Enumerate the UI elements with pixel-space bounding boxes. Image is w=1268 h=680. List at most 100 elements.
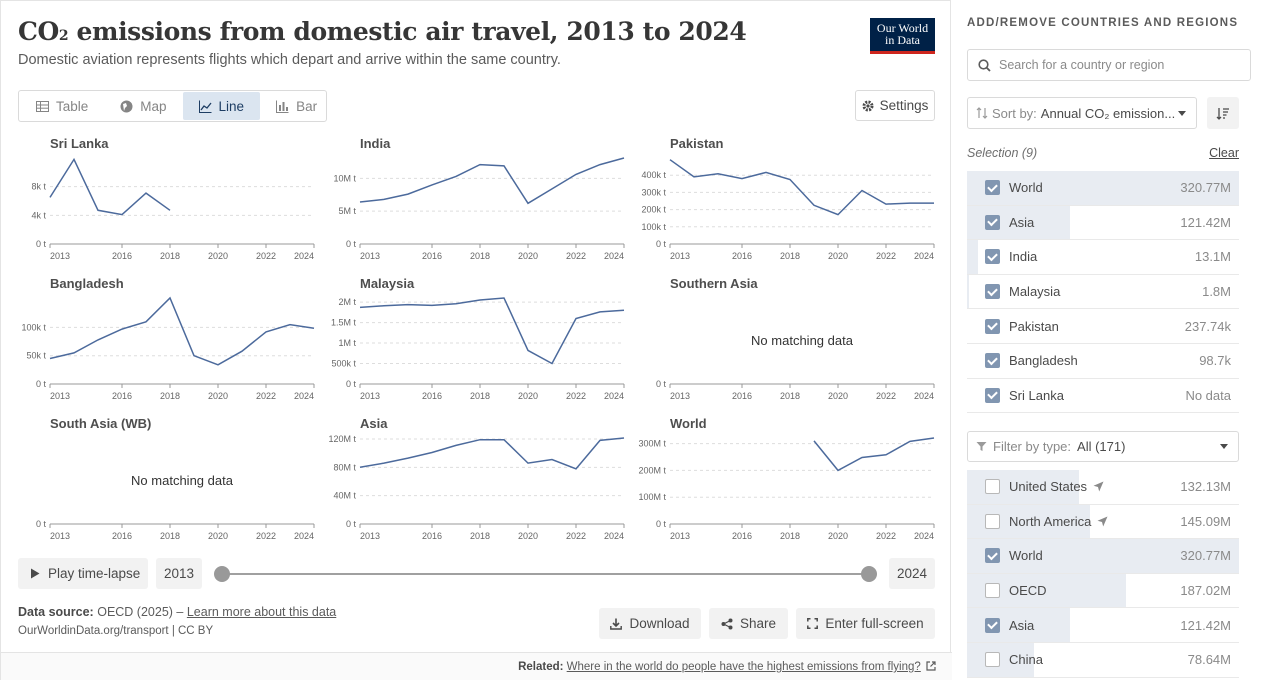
learn-more-link[interactable]: Learn more about this data <box>186 605 337 619</box>
sort-order-button[interactable] <box>1207 97 1239 129</box>
chart-title: CO2 emissions from domestic air travel, … <box>18 17 747 46</box>
entity-checkbox[interactable] <box>985 652 1000 668</box>
x-tick-label: 2022 <box>256 391 276 401</box>
entity-checkbox[interactable] <box>985 249 1000 265</box>
y-tick-label: 300k t <box>641 187 666 197</box>
panel-title: Pakistan <box>670 136 724 151</box>
panel-title: Malaysia <box>360 276 415 291</box>
entity-row[interactable]: Malaysia 1.8M <box>967 274 1239 310</box>
entity-name: Malaysia <box>1009 284 1061 300</box>
entity-checkbox[interactable] <box>985 353 1000 369</box>
entity-row[interactable]: Pakistan 237.74k <box>967 309 1239 344</box>
x-tick-label: 2018 <box>160 531 180 541</box>
tab-map[interactable]: Map <box>104 92 182 120</box>
sidebar-heading: ADD/REMOVE COUNTRIES AND REGIONS <box>967 17 1239 29</box>
sort-select[interactable]: Sort by: Annual CO₂ emission... <box>967 97 1197 129</box>
entity-name: Asia <box>1009 617 1035 633</box>
entity-name: Sri Lanka <box>1009 387 1064 403</box>
filter-type-select[interactable]: Filter by type: All (171) <box>967 431 1239 462</box>
entity-row[interactable]: China 78.64M <box>967 642 1239 678</box>
share-button[interactable]: Share <box>709 608 788 639</box>
y-tick-label: 8k t <box>31 182 46 192</box>
entity-checkbox[interactable] <box>985 214 1000 230</box>
entity-value: 121.42M <box>1180 617 1231 633</box>
entity-value: 98.7k <box>1199 353 1231 369</box>
tab-line[interactable]: Line <box>182 92 261 120</box>
x-tick-label: 2016 <box>112 391 132 401</box>
x-tick-label: 2020 <box>828 391 848 401</box>
x-tick-label: 2022 <box>876 531 896 541</box>
chart-frame: CO2 emissions from domestic air travel, … <box>0 0 952 680</box>
timeline-slider-track[interactable] <box>222 573 868 575</box>
play-timelapse-button[interactable]: Play time-lapse <box>18 558 148 589</box>
chart-panel: 0 t 500k t 1M t 1.5M t 2M t 2013 2016 2018 2020 2… <box>331 297 625 401</box>
entity-checkbox[interactable] <box>985 387 1000 403</box>
entity-name: Pakistan <box>1009 318 1059 334</box>
entity-row[interactable]: Sri Lanka No data <box>967 379 1239 414</box>
timeline-start-handle[interactable] <box>214 566 230 582</box>
entity-checkbox[interactable] <box>985 617 1000 633</box>
value-bar <box>967 642 1034 677</box>
search-input[interactable]: Search for a country or region <box>967 49 1251 81</box>
series-line <box>359 157 625 205</box>
owid-logo[interactable]: Our World in Data <box>870 18 935 54</box>
y-tick-label: 0 t <box>656 239 667 249</box>
x-tick-label: 2018 <box>780 251 800 261</box>
entity-row[interactable]: India 13.1M <box>967 240 1239 275</box>
entity-row[interactable]: World 320.77M <box>967 171 1239 206</box>
timeline-end-handle[interactable] <box>861 566 877 582</box>
entity-checkbox[interactable] <box>985 180 1000 196</box>
settings-button[interactable]: Settings <box>855 90 935 121</box>
entity-value: 1.8M <box>1202 284 1231 300</box>
entity-checkbox[interactable] <box>985 513 1000 529</box>
timeline: Play time-lapse 2013 2024 <box>18 558 935 590</box>
sort-arrows-icon <box>976 107 988 119</box>
y-tick-label: 200k t <box>641 205 666 215</box>
x-tick-label: 2013 <box>50 251 70 261</box>
y-tick-label: 10M t <box>333 173 356 183</box>
share-icon <box>721 618 733 629</box>
x-tick-label: 2024 <box>294 391 314 401</box>
entity-checkbox[interactable] <box>985 548 1000 564</box>
x-tick-label: 2013 <box>360 531 380 541</box>
series-line <box>49 296 315 366</box>
x-tick-label: 2016 <box>732 531 752 541</box>
entity-row[interactable]: OECD 187.02M <box>967 573 1239 609</box>
entity-value: 78.64M <box>1187 652 1231 668</box>
panel-title: Sri Lanka <box>50 136 109 151</box>
panel-title: South Asia (WB) <box>50 416 152 431</box>
entity-row[interactable]: United States 132.13M <box>967 470 1239 505</box>
x-tick-label: 2024 <box>294 251 314 261</box>
entity-checkbox[interactable] <box>985 479 1000 495</box>
entity-checkbox[interactable] <box>985 318 1000 334</box>
y-tick-label: 0 t <box>36 519 47 529</box>
series-line <box>359 297 625 365</box>
y-tick-label: 400k t <box>641 170 666 180</box>
download-button[interactable]: Download <box>599 608 701 639</box>
line-chart-icon <box>198 100 212 113</box>
entity-row[interactable]: North America 145.09M <box>967 504 1239 540</box>
entity-row[interactable]: Bangladesh 98.7k <box>967 344 1239 379</box>
entity-row[interactable]: World 320.77M <box>967 539 1239 574</box>
y-tick-label: 5M t <box>338 206 356 216</box>
entity-name: Bangladesh <box>1009 353 1078 369</box>
x-tick-label: 2024 <box>914 251 934 261</box>
tab-bar[interactable]: Bar <box>260 92 333 120</box>
entity-value: 121.42M <box>1180 214 1231 230</box>
x-tick-label: 2024 <box>914 391 934 401</box>
tab-table[interactable]: Table <box>20 92 104 120</box>
entity-row[interactable]: Asia 121.42M <box>967 608 1239 643</box>
entity-checkbox[interactable] <box>985 583 1000 599</box>
related-link[interactable]: Where in the world do people have the hi… <box>566 661 921 673</box>
clear-selection-link[interactable]: Clear <box>1209 146 1239 160</box>
entity-checkbox[interactable] <box>985 284 1000 300</box>
fullscreen-button[interactable]: Enter full-screen <box>796 608 935 639</box>
entity-name: Asia <box>1009 214 1035 230</box>
x-tick-label: 2020 <box>828 251 848 261</box>
x-tick-label: 2013 <box>670 391 690 401</box>
view-tabs: Table Map Line Bar <box>18 90 327 122</box>
entity-row[interactable]: Asia 121.42M <box>967 205 1239 241</box>
selection-header: Selection (9) Clear <box>967 146 1239 160</box>
x-tick-label: 2013 <box>670 531 690 541</box>
x-tick-label: 2016 <box>422 531 442 541</box>
